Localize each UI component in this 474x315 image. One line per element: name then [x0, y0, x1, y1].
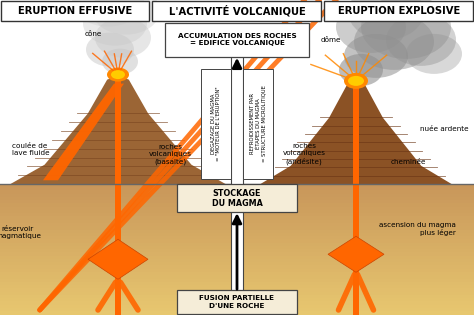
- Bar: [0, 223, 474, 227]
- Bar: [0, 275, 474, 279]
- Bar: [0, 269, 474, 272]
- Bar: [0, 213, 474, 217]
- Bar: [0, 200, 474, 204]
- Ellipse shape: [339, 54, 383, 86]
- Ellipse shape: [83, 2, 147, 46]
- Ellipse shape: [354, 14, 434, 70]
- Bar: [0, 252, 474, 256]
- Ellipse shape: [406, 34, 462, 74]
- Polygon shape: [10, 76, 226, 184]
- Bar: [0, 298, 474, 302]
- Ellipse shape: [107, 68, 129, 82]
- Bar: [0, 249, 474, 253]
- Bar: [0, 301, 474, 305]
- Bar: [0, 194, 474, 197]
- Text: nuée ardente: nuée ardente: [420, 126, 469, 132]
- Bar: [0, 282, 474, 286]
- Text: cheminée: cheminée: [390, 159, 426, 165]
- Bar: [0, 266, 474, 269]
- Text: cône: cône: [84, 31, 102, 37]
- Text: ascension du magma
plus léger: ascension du magma plus léger: [379, 222, 456, 236]
- Bar: [0, 272, 474, 276]
- Ellipse shape: [336, 1, 406, 53]
- Ellipse shape: [95, 18, 151, 58]
- Bar: [0, 220, 474, 224]
- Text: coulée de
lave fluide: coulée de lave fluide: [12, 143, 50, 156]
- Bar: [0, 207, 474, 210]
- Text: FUSION PARTIELLE
D'UNE ROCHE: FUSION PARTIELLE D'UNE ROCHE: [200, 295, 274, 308]
- Text: réservoir
magmatique: réservoir magmatique: [0, 226, 41, 239]
- Ellipse shape: [111, 70, 125, 79]
- FancyBboxPatch shape: [177, 184, 297, 212]
- Text: ERUPTION EXPLOSIVE: ERUPTION EXPLOSIVE: [338, 5, 460, 15]
- Bar: [0, 226, 474, 230]
- Ellipse shape: [102, 49, 138, 75]
- Bar: [0, 190, 474, 194]
- Text: DEGAZAGE DU MAGMA
= "MOTEUR DE L'ERUPTION": DEGAZAGE DU MAGMA = "MOTEUR DE L'ERUPTIO…: [210, 87, 221, 161]
- Polygon shape: [260, 82, 452, 184]
- Bar: [0, 305, 474, 308]
- Bar: [0, 236, 474, 240]
- Ellipse shape: [92, 0, 160, 35]
- FancyBboxPatch shape: [325, 1, 474, 20]
- Ellipse shape: [344, 34, 408, 78]
- Bar: [0, 292, 474, 295]
- Polygon shape: [328, 236, 384, 272]
- Polygon shape: [88, 239, 148, 279]
- Text: ACCUMULATION DES ROCHES
= EDIFICE VOLCANIQUE: ACCUMULATION DES ROCHES = EDIFICE VOLCAN…: [178, 33, 296, 47]
- Text: roches
volcaniques
(andésite): roches volcaniques (andésite): [283, 143, 326, 165]
- Text: L'ACTIVITÉ VOLCANIQUE: L'ACTIVITÉ VOLCANIQUE: [169, 5, 305, 16]
- Bar: [0, 184, 474, 187]
- Bar: [0, 262, 474, 266]
- Text: dôme: dôme: [321, 37, 341, 43]
- Bar: [0, 285, 474, 289]
- FancyBboxPatch shape: [153, 1, 321, 20]
- Bar: [353, 84, 359, 315]
- FancyBboxPatch shape: [177, 290, 297, 314]
- Ellipse shape: [386, 14, 456, 66]
- Bar: [0, 239, 474, 243]
- Bar: [0, 197, 474, 201]
- Bar: [115, 77, 121, 315]
- Bar: [0, 256, 474, 260]
- Ellipse shape: [72, 0, 144, 26]
- Text: STOCKAGE
DU MAGMA: STOCKAGE DU MAGMA: [211, 189, 263, 208]
- Ellipse shape: [344, 73, 368, 89]
- Bar: [0, 246, 474, 249]
- Text: REFROIDISSEMENT PAR
ÉTAPES DU MAGMA
= STRUCTURE MICROLITIQUE: REFROIDISSEMENT PAR ÉTAPES DU MAGMA = ST…: [250, 85, 266, 162]
- Bar: [0, 278, 474, 282]
- Bar: [0, 311, 474, 315]
- Bar: [0, 243, 474, 246]
- Polygon shape: [43, 83, 124, 180]
- Text: ERUPTION EFFUSIVE: ERUPTION EFFUSIVE: [18, 5, 132, 15]
- Ellipse shape: [361, 0, 451, 59]
- FancyBboxPatch shape: [201, 69, 231, 179]
- Bar: [0, 308, 474, 312]
- Text: roches
volcaniques
(basalte): roches volcaniques (basalte): [148, 144, 191, 164]
- Bar: [0, 210, 474, 214]
- Bar: [0, 216, 474, 220]
- Bar: [0, 295, 474, 299]
- FancyBboxPatch shape: [243, 69, 273, 179]
- Bar: [0, 230, 474, 233]
- Bar: [0, 259, 474, 263]
- FancyBboxPatch shape: [165, 23, 309, 57]
- Bar: [0, 203, 474, 207]
- Bar: [231, 25, 243, 315]
- Bar: [0, 288, 474, 292]
- Ellipse shape: [348, 0, 424, 40]
- FancyBboxPatch shape: [0, 1, 149, 20]
- Ellipse shape: [86, 32, 134, 66]
- Bar: [0, 233, 474, 237]
- Ellipse shape: [348, 76, 364, 86]
- Bar: [0, 187, 474, 191]
